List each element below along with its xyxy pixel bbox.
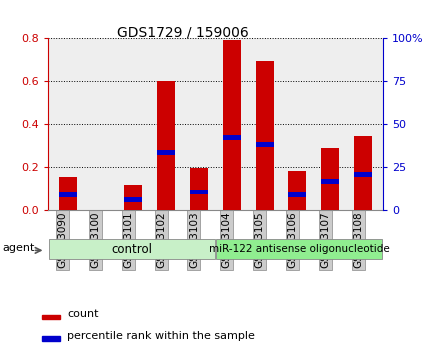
Text: count: count	[67, 309, 99, 319]
Bar	[157, 150, 175, 155]
FancyBboxPatch shape	[216, 239, 381, 259]
Bar	[43, 336, 59, 341]
Bar	[320, 179, 339, 184]
Bar	[320, 148, 339, 210]
Bar	[353, 136, 371, 210]
Bar	[222, 40, 240, 210]
Bar	[288, 170, 306, 210]
Bar	[124, 197, 142, 202]
Text: control: control	[111, 243, 152, 256]
Bar	[189, 190, 207, 195]
FancyBboxPatch shape	[49, 239, 214, 259]
Bar	[43, 315, 59, 319]
Bar	[255, 142, 273, 147]
Text: GDS1729 / 159006: GDS1729 / 159006	[117, 26, 248, 40]
Bar	[255, 61, 273, 210]
Text: agent: agent	[3, 243, 35, 253]
Bar	[189, 168, 207, 210]
Bar	[59, 192, 76, 197]
Text: percentile rank within the sample: percentile rank within the sample	[67, 331, 255, 341]
Bar	[59, 177, 76, 210]
Text: miR-122 antisense oligonucleotide: miR-122 antisense oligonucleotide	[208, 244, 388, 254]
Bar	[157, 81, 175, 210]
Bar	[288, 192, 306, 197]
Bar	[353, 172, 371, 177]
Bar	[222, 135, 240, 139]
Bar	[124, 185, 142, 210]
